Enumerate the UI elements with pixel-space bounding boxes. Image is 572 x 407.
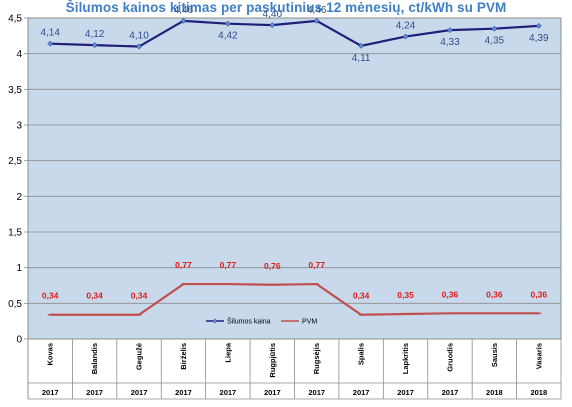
x-year-label: 2017 [264,388,281,397]
x-year-label: 2017 [220,388,237,397]
y-tick-label: 0 [16,335,22,346]
data-label-pvm: 0,34 [86,291,103,301]
data-point-silumos-kaina [358,42,365,49]
data-point-silumos-kaina [47,40,54,47]
y-tick-label: 3,5 [8,85,22,96]
x-year-label: 2018 [486,388,503,397]
data-label-pvm: 0,77 [308,260,325,270]
y-tick-label: 1,5 [8,228,22,239]
x-category-label: Gruodis [445,343,454,372]
data-label-silumos-kaina: 4,14 [40,28,60,39]
legend-marker-silumos-kaina [212,318,218,324]
data-point-silumos-kaina [269,22,276,29]
data-point-silumos-kaina [136,43,142,50]
x-category-label: Spalis [357,343,366,365]
data-label-pvm: 0,76 [264,261,281,271]
x-year-label: 2017 [131,388,148,397]
x-year-label: 2017 [353,388,370,397]
x-category-label: Rugpjūtis [268,343,277,378]
x-year-label: 2017 [397,388,414,397]
data-point-silumos-kaina [535,22,542,29]
data-label-silumos-kaina: 4,35 [485,36,505,47]
data-label-silumos-kaina: 4,39 [529,33,549,44]
data-label-pvm: 0,35 [397,290,414,300]
series-line-pvm [50,282,539,316]
data-label-silumos-kaina: 4,10 [129,31,149,42]
data-label-silumos-kaina: 4,40 [263,9,283,20]
x-category-label: Vasaris [534,343,543,369]
y-tick-label: 3 [16,121,22,132]
x-category-label: Kovas [46,343,55,366]
data-label-silumos-kaina: 4,12 [85,29,105,40]
data-label-silumos-kaina: 4,11 [352,53,371,64]
y-tick-label: 2,5 [8,156,22,167]
plot-area [27,17,562,340]
data-label-pvm: 0,36 [486,289,503,299]
data-label-pvm: 0,34 [353,291,370,301]
data-point-silumos-kaina [447,27,453,34]
x-year-label: 2017 [86,388,103,397]
data-point-silumos-kaina [91,42,98,49]
x-category-label: Lapkritis [401,343,410,374]
series-line-silumos-kaina [50,19,539,48]
data-label-pvm: 0,34 [42,291,59,301]
y-tick-label: 0,5 [8,299,22,310]
data-label-silumos-kaina: 4,46 [174,5,194,16]
data-point-silumos-kaina [491,25,498,32]
data-point-silumos-kaina [224,20,231,27]
data-label-silumos-kaina: 4,42 [218,31,238,42]
data-label-pvm: 0,77 [220,260,237,270]
x-year-label: 2017 [175,388,192,397]
data-point-silumos-kaina [313,17,320,24]
data-point-silumos-kaina [180,17,187,24]
x-year-label: 2017 [42,388,59,397]
data-label-pvm: 0,36 [531,289,548,299]
data-label-silumos-kaina: 4,24 [396,21,416,32]
x-category-label: Gegužė [135,343,144,370]
data-label-pvm: 0,34 [131,291,148,301]
data-point-silumos-kaina [402,33,409,40]
y-tick-label: 4 [16,49,22,60]
y-tick-label: 1 [16,263,22,274]
x-year-label: 2018 [530,388,547,397]
x-category-label: Sausis [490,343,499,367]
x-category-label: Liepa [223,342,232,362]
legend-label-pvm: PVM [302,319,317,326]
data-label-silumos-kaina: 4,33 [440,37,460,48]
legend-label-silumos-kaina: Šilumos kaina [227,317,271,326]
x-category-label: Birželis [179,343,188,370]
data-label-pvm: 0,77 [175,260,192,270]
y-tick-label: 4,5 [8,14,22,25]
x-year-label: 2017 [308,388,325,397]
x-category-label: Balandis [90,343,99,374]
x-category-label: Rugsėjis [312,343,321,374]
x-year-label: 2017 [442,388,459,397]
chart-title: Šilumos kainos kitimas per paskutinius 1… [65,0,507,15]
data-label-pvm: 0,36 [442,289,459,299]
y-tick-label: 2 [16,192,22,203]
data-label-silumos-kaina: 4,46 [307,5,327,16]
